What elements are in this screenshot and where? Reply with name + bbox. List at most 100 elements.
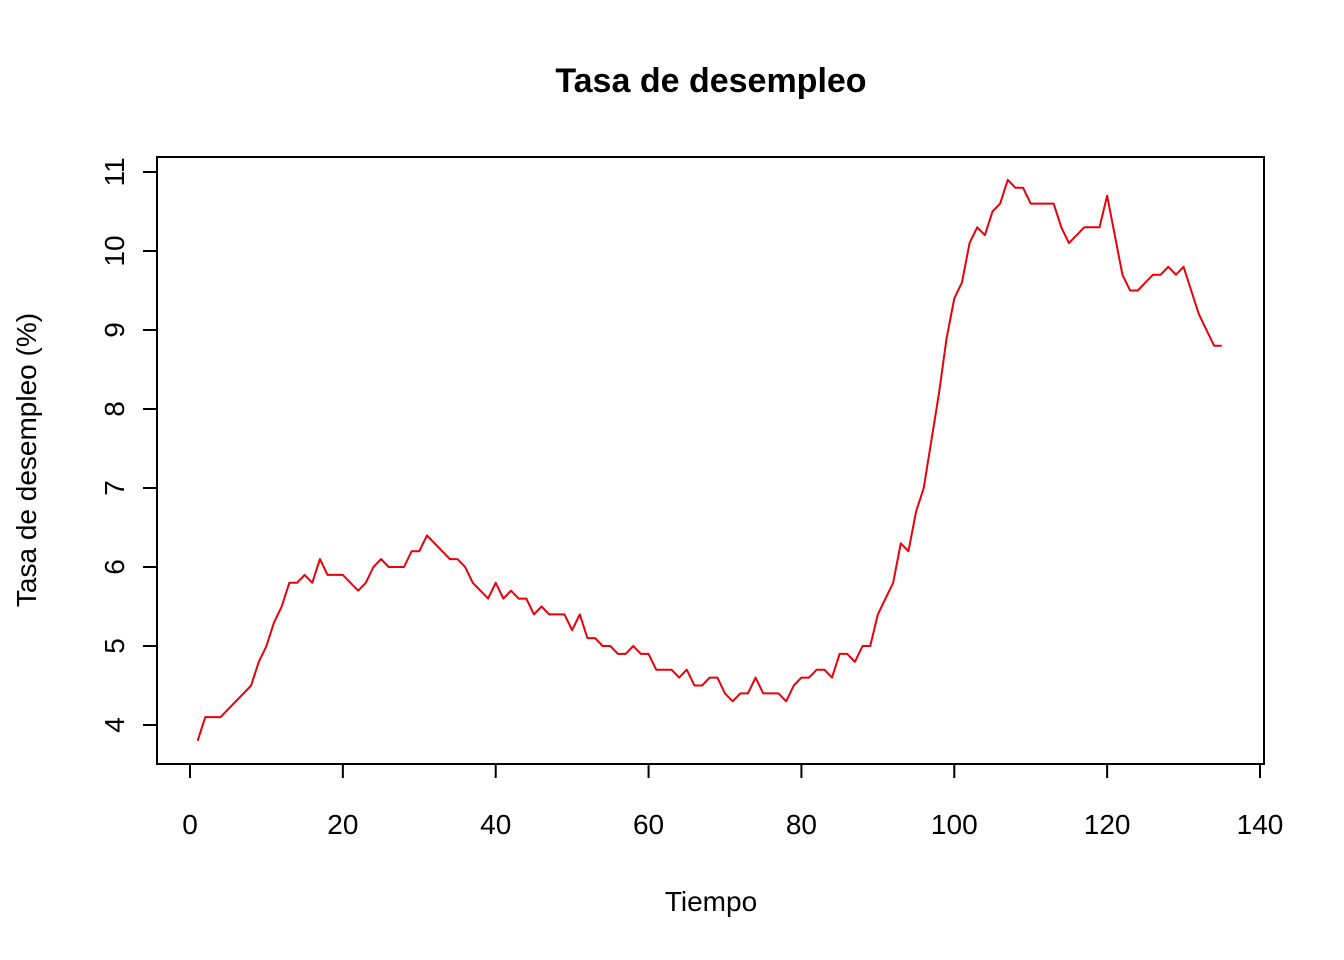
x-tick-label: 60 [633, 809, 664, 840]
data-point [204, 716, 206, 718]
data-point [1114, 234, 1116, 236]
data-point [502, 598, 504, 600]
data-point [984, 234, 986, 236]
data-point [243, 692, 245, 694]
data-point [357, 590, 359, 592]
data-point [800, 677, 802, 679]
data-point [426, 534, 428, 536]
data-point [258, 661, 260, 663]
y-tick-label: 4 [99, 717, 130, 733]
data-point [1014, 187, 1016, 189]
data-point [655, 669, 657, 671]
data-point [1037, 203, 1039, 205]
data-point [479, 590, 481, 592]
data-point [946, 337, 948, 339]
data-point [1198, 313, 1200, 315]
data-point [518, 598, 520, 600]
x-axis: 0 20 40 60 80 100 120 140 [182, 763, 1283, 840]
data-point [1083, 226, 1085, 228]
data-point [556, 613, 558, 615]
chart-title: Tasa de desempleo [555, 62, 866, 100]
data-point [1221, 345, 1223, 347]
data-point [579, 613, 581, 615]
data-point [747, 692, 749, 694]
data-point [854, 661, 856, 663]
data-point [464, 566, 466, 568]
data-point [785, 700, 787, 702]
data-point [701, 685, 703, 687]
data-point [1121, 274, 1123, 276]
data-point [220, 716, 222, 718]
data-point [1060, 226, 1062, 228]
data-point [1129, 290, 1131, 292]
data-point [1106, 195, 1108, 197]
data-point [869, 645, 871, 647]
plot-area-frame [156, 156, 1265, 765]
series-points [197, 179, 1223, 742]
data-point [586, 637, 588, 639]
data-point [770, 692, 772, 694]
data-point [1068, 242, 1070, 244]
data-point [999, 203, 1001, 205]
data-point [281, 606, 283, 608]
data-point [395, 566, 397, 568]
y-tick-label: 7 [99, 480, 130, 496]
data-point [885, 598, 887, 600]
y-tick-label: 11 [99, 157, 130, 186]
data-point [434, 542, 436, 544]
data-point [235, 700, 237, 702]
y-tick-label: 5 [99, 638, 130, 654]
data-point [724, 692, 726, 694]
series-line-unemployment-rate [196, 178, 1222, 742]
data-point [197, 740, 199, 742]
data-point [411, 550, 413, 552]
data-point [495, 582, 497, 584]
data-point [472, 582, 474, 584]
data-point [923, 487, 925, 489]
data-point [632, 645, 634, 647]
x-tick-label: 20 [327, 809, 358, 840]
data-point [648, 653, 650, 655]
data-point [571, 629, 573, 631]
data-point [311, 582, 313, 584]
x-tick-label: 120 [1084, 809, 1131, 840]
x-axis-label: Tiempo [665, 886, 757, 917]
data-point [1099, 226, 1101, 228]
data-point [877, 613, 879, 615]
data-point [915, 511, 917, 513]
data-point [1160, 274, 1162, 276]
data-point [388, 566, 390, 568]
data-point [709, 677, 711, 679]
data-point [831, 677, 833, 679]
data-point [693, 685, 695, 687]
data-point [1144, 282, 1146, 284]
data-point [808, 677, 810, 679]
data-point [907, 550, 909, 552]
data-point [334, 574, 336, 576]
data-point [671, 669, 673, 671]
data-point [212, 716, 214, 718]
data-point [1206, 329, 1208, 331]
data-point [273, 621, 275, 623]
data-point [846, 653, 848, 655]
data-point [564, 613, 566, 615]
data-point [1167, 266, 1169, 268]
data-point [793, 685, 795, 687]
data-point [365, 582, 367, 584]
data-point [1190, 290, 1192, 292]
data-point [350, 582, 352, 584]
data-point [548, 613, 550, 615]
data-point [541, 606, 543, 608]
data-point [992, 211, 994, 213]
y-tick-label: 8 [99, 401, 130, 417]
data-point [900, 542, 902, 544]
x-tick-label: 40 [480, 809, 511, 840]
data-point [1053, 203, 1055, 205]
data-point [938, 392, 940, 394]
data-point [640, 653, 642, 655]
data-point [762, 692, 764, 694]
y-tick-label: 10 [99, 235, 130, 266]
data-point [1152, 274, 1154, 276]
data-point [892, 582, 894, 584]
